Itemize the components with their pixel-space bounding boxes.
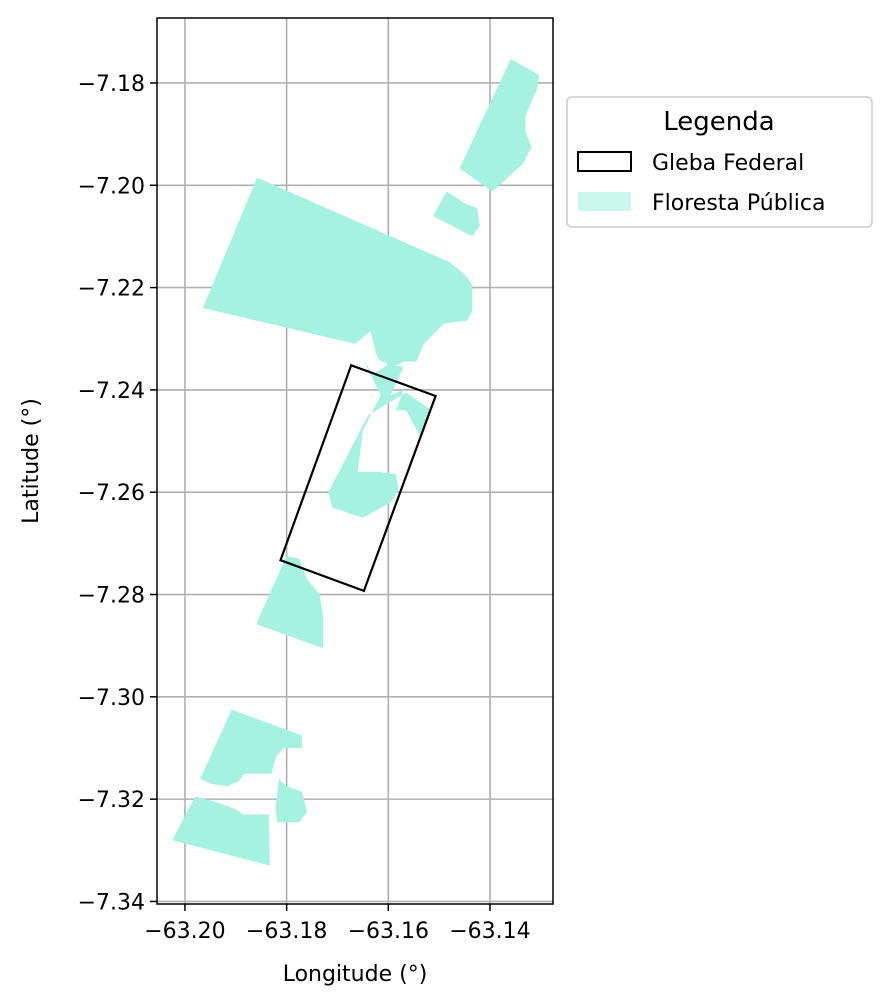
- axis-ticks: −63.20 −63.18 −63.16 −63.14 −7.18 −7.20 −7.22 −…: [78, 72, 531, 944]
- floresta-publica-polygon: [433, 191, 480, 237]
- x-axis-label: Longitude (°): [283, 962, 428, 987]
- y-tick-label: −7.24: [78, 379, 145, 404]
- floresta-publica-polygon: [256, 556, 324, 649]
- legend-box: [566, 96, 873, 228]
- legend-title: Legenda: [663, 107, 774, 137]
- y-tick-label: −7.30: [78, 686, 145, 711]
- y-tick-label: −7.32: [78, 788, 145, 813]
- floresta-publica-polygon: [275, 778, 307, 823]
- y-axis-label: Latitude (°): [19, 398, 44, 524]
- floresta-publica-polygon: [172, 796, 270, 866]
- x-tick-label: −63.16: [348, 919, 429, 944]
- floresta-publica-polygon: [459, 58, 540, 192]
- x-tick-label: −63.18: [246, 919, 327, 944]
- legend-swatch-gleba-federal: [577, 151, 632, 172]
- gleba-federal-layer: [279, 363, 438, 593]
- legend-swatch-floresta-publica: [578, 192, 631, 211]
- floresta-publica-polygon: [328, 359, 432, 518]
- x-tick-label: −63.20: [144, 919, 225, 944]
- grid: [157, 18, 553, 904]
- y-tick-label: −7.34: [78, 890, 145, 915]
- floresta-publica-layer: [172, 58, 540, 866]
- y-tick-label: −7.28: [78, 584, 145, 609]
- legend-label-floresta-publica: Floresta Pública: [652, 191, 825, 216]
- y-tick-label: −7.18: [78, 72, 145, 97]
- floresta-publica-polygon: [202, 177, 473, 367]
- floresta-publica-polygon: [200, 709, 302, 787]
- legend-label-gleba-federal: Gleba Federal: [652, 151, 804, 176]
- gleba-federal-polygon: [279, 363, 438, 593]
- axes-frame: [156, 17, 554, 905]
- legend: Legenda Gleba Federal Floresta Pública: [566, 96, 873, 228]
- y-tick-label: −7.22: [78, 277, 145, 302]
- y-tick-label: −7.26: [78, 481, 145, 506]
- x-tick-label: −63.14: [449, 919, 530, 944]
- y-tick-label: −7.20: [78, 174, 145, 199]
